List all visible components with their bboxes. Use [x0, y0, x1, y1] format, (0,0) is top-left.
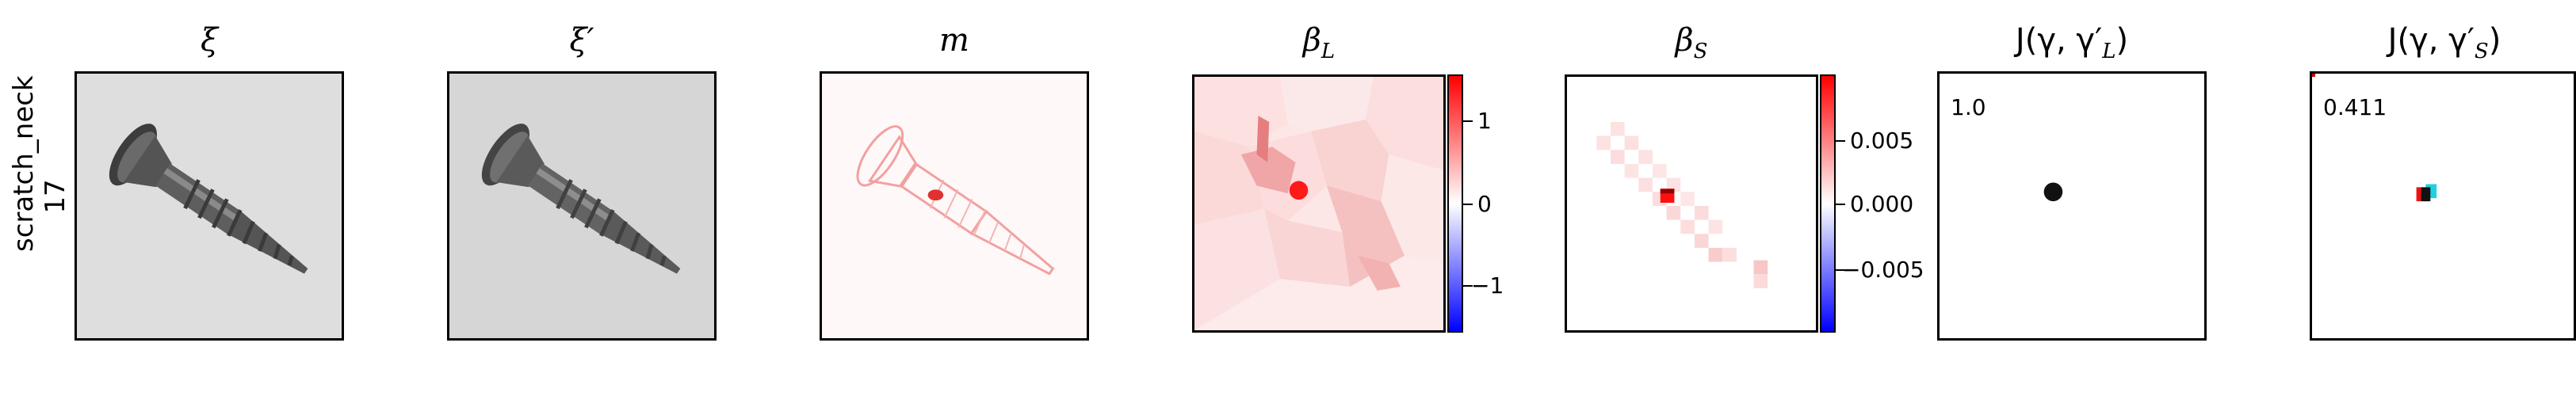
colorbar-tick-label: −0.005 [1842, 257, 1924, 283]
panel-title-j-l: J(γ, γ′L) [2015, 22, 2129, 63]
colorbar-tick-mark [1836, 204, 1845, 205]
panel-m-map [820, 71, 1089, 341]
superpixel-attribution-map [1194, 77, 1443, 330]
panel-beta-l-map [1192, 74, 1446, 333]
jaccard-score: 0.411 [2323, 94, 2387, 120]
colorbar-tick-mark [1463, 120, 1473, 122]
row-label: scratch_neck 17 [8, 75, 71, 252]
panel-title-beta-l: βL [1302, 22, 1336, 63]
overlap-map [2043, 182, 2063, 202]
overlap-map [2312, 74, 2437, 202]
row-label-index: 17 [40, 179, 71, 214]
colorbar-tick-label: 0 [1477, 191, 1492, 217]
row-label-defect: scratch_neck [8, 75, 40, 252]
colorbar-tick-mark [1463, 204, 1473, 205]
screw-reconstruction-image [449, 74, 714, 338]
colorbar-tick-mark [1463, 285, 1473, 287]
panel-xi-image [75, 71, 344, 341]
colorbar-tick-mark [1836, 140, 1845, 142]
panel-j-s-map: 0.411 [2310, 71, 2576, 341]
difference-map [822, 74, 1087, 338]
screw-image [77, 74, 342, 338]
patch-attribution-map [1567, 77, 1816, 330]
colorbar-tick-label: −1 [1471, 272, 1504, 299]
max-attribution-spot [1289, 181, 1309, 200]
overlap-region [2043, 182, 2063, 202]
panel-title-j-s: J(γ, γ′S) [2387, 22, 2501, 63]
overlap-region-black [2421, 187, 2431, 202]
panel-title-m: m [939, 22, 969, 59]
anomaly-spot [927, 189, 944, 201]
colorbar-tick-label: 1 [1477, 108, 1492, 134]
panel-beta-s-map [1565, 74, 1818, 333]
panel-title-beta-s: βS [1675, 22, 1708, 63]
panel-title-xi: ξ [200, 22, 219, 59]
panel-title-xi-prime: ξ′ [569, 22, 594, 59]
colorbar-beta-l [1447, 74, 1463, 333]
panel-xi-prime-image [447, 71, 717, 341]
jaccard-score: 1.0 [1951, 94, 1986, 120]
colorbar-tick-label: 0.005 [1850, 128, 1914, 154]
colorbar-beta-s [1820, 74, 1836, 333]
colorbar-tick-label: 0.000 [1850, 191, 1914, 217]
panel-j-l-map: 1.0 [1937, 71, 2207, 341]
colorbar-tick-mark [1836, 269, 1845, 271]
